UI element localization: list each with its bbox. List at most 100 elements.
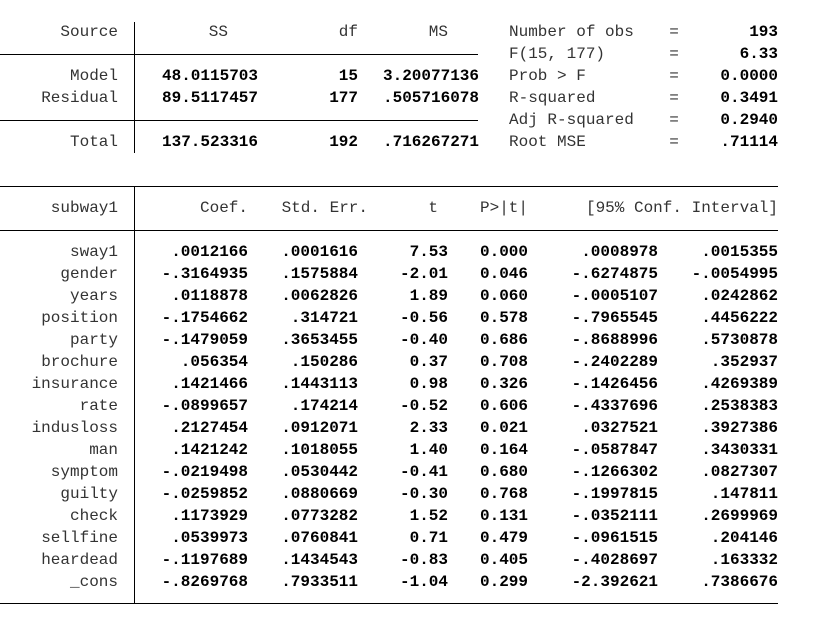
cell: 192 xyxy=(329,133,358,151)
cell: .1421466 xyxy=(171,375,248,393)
cell: -0.41 xyxy=(400,463,448,481)
cell: .204146 xyxy=(711,529,778,547)
cell: .0015355 xyxy=(701,243,778,261)
row-label: symptom xyxy=(51,463,118,481)
cell: .0012166 xyxy=(171,243,248,261)
cell: -.1754662 xyxy=(162,309,248,327)
cell: .056354 xyxy=(181,353,249,371)
column-header: Source xyxy=(60,23,118,41)
column-header: t xyxy=(428,199,438,217)
row-label: brochure xyxy=(41,353,118,371)
cell: .150286 xyxy=(291,353,358,371)
cell: .147811 xyxy=(711,485,778,503)
stat-label: Number of obs xyxy=(509,23,634,41)
row-label: indusloss xyxy=(32,419,118,437)
column-header: df xyxy=(339,23,358,41)
cell: 0.000 xyxy=(480,243,528,261)
cell: -.0352111 xyxy=(572,507,658,525)
cell: 48.0115703 xyxy=(162,67,258,85)
cell: .505716078 xyxy=(383,89,479,107)
cell: .0760841 xyxy=(281,529,358,547)
cell: 0.479 xyxy=(480,529,528,547)
cell: -.3164935 xyxy=(162,265,248,283)
cell: -.1426456 xyxy=(572,375,658,393)
cell: -.8269768 xyxy=(162,573,248,591)
cell: .0773282 xyxy=(281,507,358,525)
row-label: sway1 xyxy=(70,243,118,261)
cell: -2.01 xyxy=(400,265,448,283)
cell: .7933511 xyxy=(281,573,358,591)
cell: .0001616 xyxy=(281,243,358,261)
cell: .0530442 xyxy=(281,463,358,481)
cell: 0.131 xyxy=(480,507,528,525)
cell: -.0587847 xyxy=(572,441,658,459)
row-label: check xyxy=(70,507,118,525)
cell: 0.299 xyxy=(480,573,528,591)
row-label: years xyxy=(70,287,118,305)
cell: -0.52 xyxy=(400,397,448,415)
cell: 0.060 xyxy=(480,287,528,305)
row-label: insurance xyxy=(32,375,118,393)
stat-value: 6.33 xyxy=(740,45,778,63)
cell: -0.56 xyxy=(400,309,448,327)
cell: .716267271 xyxy=(383,133,479,151)
cell: 137.523316 xyxy=(162,133,258,151)
equals-sign: = xyxy=(669,23,679,41)
column-header: Std. Err. xyxy=(282,199,368,217)
cell: 0.046 xyxy=(480,265,528,283)
cell: 1.52 xyxy=(410,507,448,525)
column-header: Coef. xyxy=(200,199,248,217)
cell: -.0899657 xyxy=(162,397,248,415)
cell: -.1197689 xyxy=(162,551,248,569)
cell: 15 xyxy=(339,67,358,85)
stat-label: F(15, 177) xyxy=(509,45,605,63)
cell: 0.37 xyxy=(410,353,448,371)
stat-label: R-squared xyxy=(509,89,595,107)
row-label: gender xyxy=(60,265,118,283)
cell: .0008978 xyxy=(581,243,658,261)
cell: 0.708 xyxy=(480,353,528,371)
cell: -.0054995 xyxy=(692,265,778,283)
row-label: Residual xyxy=(41,89,118,107)
column-header: P>|t| xyxy=(480,199,528,217)
cell: 0.686 xyxy=(480,331,528,349)
cell: 0.326 xyxy=(480,375,528,393)
cell: -.4337696 xyxy=(572,397,658,415)
cell: 2.33 xyxy=(410,419,448,437)
stat-value: .71114 xyxy=(720,133,778,151)
cell: .1018055 xyxy=(281,441,358,459)
cell: -.0961515 xyxy=(572,529,658,547)
stat-value: 193 xyxy=(749,23,778,41)
stat-value: 0.0000 xyxy=(720,67,778,85)
cell: -.1479059 xyxy=(162,331,248,349)
cell: .5730878 xyxy=(701,331,778,349)
cell: .1434543 xyxy=(281,551,358,569)
cell: 0.680 xyxy=(480,463,528,481)
cell: -.7965545 xyxy=(572,309,658,327)
cell: -.8688996 xyxy=(572,331,658,349)
cell: 3.20077136 xyxy=(383,67,479,85)
stat-label: Adj R-squared xyxy=(509,111,634,129)
column-header: MS xyxy=(429,23,448,41)
cell: .0118878 xyxy=(171,287,248,305)
cell: 0.405 xyxy=(480,551,528,569)
column-header: SS xyxy=(209,23,228,41)
cell: -.0005107 xyxy=(572,287,658,305)
equals-sign: = xyxy=(669,133,679,151)
cell: 89.5117457 xyxy=(162,89,258,107)
column-header: subway1 xyxy=(51,199,118,217)
cell: .2699969 xyxy=(701,507,778,525)
cell: .0062826 xyxy=(281,287,358,305)
equals-sign: = xyxy=(669,111,679,129)
row-label: position xyxy=(41,309,118,327)
cell: .4456222 xyxy=(701,309,778,327)
cell: .3927386 xyxy=(701,419,778,437)
cell: .314721 xyxy=(291,309,358,327)
cell: .0827307 xyxy=(701,463,778,481)
cell: .2127454 xyxy=(171,419,248,437)
cell: 0.98 xyxy=(410,375,448,393)
cell: .0539973 xyxy=(171,529,248,547)
cell: .1173929 xyxy=(171,507,248,525)
row-label: sellfine xyxy=(41,529,118,547)
